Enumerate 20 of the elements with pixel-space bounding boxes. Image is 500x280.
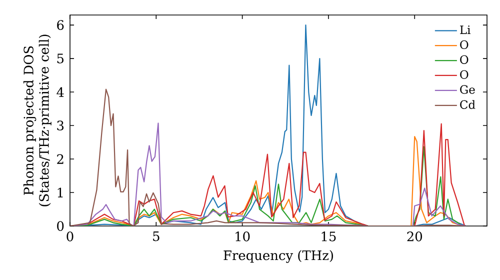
y-tick-label: 2 (57, 154, 64, 164)
y-tick-label: 4 (56, 87, 64, 97)
y-axis-title: Phonon projected DOS (States/THz·primitive cell) (23, 34, 52, 206)
y-tick-label: 5 (57, 54, 64, 64)
y-tick-label: 0 (57, 221, 64, 231)
y-tick-label: 1 (58, 188, 63, 198)
x-tick-label: 5 (153, 232, 160, 242)
y-tick-label: 3 (57, 120, 64, 130)
x-tick-label: 10 (236, 232, 250, 242)
legend-label: Li (460, 26, 470, 34)
legend-label: O (460, 70, 468, 79)
x-tick-label: 15 (322, 232, 336, 242)
legend-label: O (460, 40, 468, 50)
legend-label: O (460, 55, 468, 64)
x-tick-label: 0 (66, 232, 74, 242)
legend-label: Cd (460, 100, 476, 109)
x-tick-label: 20 (407, 232, 422, 242)
x-axis-title: Frequency (THz) (224, 250, 333, 263)
legend-label: Ge (460, 85, 475, 94)
y-tick-label: 6 (57, 20, 64, 30)
